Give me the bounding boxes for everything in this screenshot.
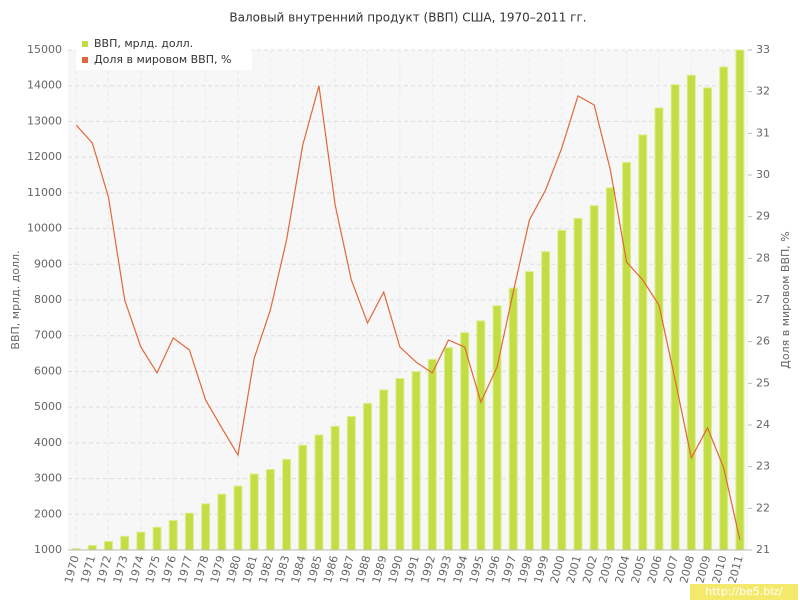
- y2-tick-label: 25: [756, 376, 770, 389]
- y-tick-label: 14000: [27, 79, 62, 92]
- bar: [589, 205, 599, 551]
- bar: [314, 434, 324, 551]
- y2-tick-label: 21: [756, 543, 770, 556]
- bar: [120, 535, 130, 551]
- bar: [363, 402, 373, 551]
- y2-tick-label: 24: [756, 418, 770, 431]
- legend-swatch: [82, 41, 88, 47]
- bar: [201, 503, 211, 551]
- y-tick-label: 8000: [34, 293, 62, 306]
- bar: [638, 134, 648, 551]
- bar: [427, 358, 437, 551]
- y-tick-label: 6000: [34, 364, 62, 377]
- bar: [282, 458, 292, 551]
- y2-tick-label: 23: [756, 460, 770, 473]
- y2-tick-label: 27: [756, 293, 770, 306]
- bar: [460, 332, 470, 551]
- legend-swatch: [82, 57, 88, 63]
- watermark: http://be5.biz/: [705, 585, 783, 598]
- bar: [168, 520, 178, 551]
- bar: [346, 415, 356, 551]
- y2-axis-label: Доля в мировом ВВП, %: [779, 231, 792, 368]
- bar: [541, 251, 551, 551]
- bar: [136, 531, 146, 551]
- y-tick-label: 12000: [27, 150, 62, 163]
- y-tick-label: 15000: [27, 43, 62, 56]
- bar: [524, 271, 534, 551]
- bar: [492, 305, 502, 551]
- legend-label: Доля в мировом ВВП, %: [94, 53, 231, 66]
- y2-tick-label: 26: [756, 335, 770, 348]
- bar: [703, 87, 713, 551]
- y-tick-label: 1000: [34, 543, 62, 556]
- legend-box: [76, 36, 252, 70]
- y2-tick-label: 33: [756, 43, 770, 56]
- bar: [670, 84, 680, 551]
- bar: [719, 66, 729, 551]
- bar: [87, 544, 97, 551]
- bar: [605, 187, 615, 551]
- chart-title: Валовый внутренний продукт (ВВП) США, 19…: [229, 11, 586, 25]
- y2-tick-label: 29: [756, 210, 770, 223]
- bar: [686, 74, 696, 551]
- y2-tick-label: 22: [756, 501, 770, 514]
- y-tick-label: 9000: [34, 257, 62, 270]
- legend: ВВП, мрлд. долл. Доля в мировом ВВП, %: [76, 36, 252, 70]
- y-tick-label: 7000: [34, 329, 62, 342]
- y-tick-label: 3000: [34, 472, 62, 485]
- bar: [184, 512, 194, 551]
- bar: [735, 49, 745, 551]
- y2-tick-label: 32: [756, 85, 770, 98]
- y-tick-label: 13000: [27, 114, 62, 127]
- legend-label: ВВП, мрлд. долл.: [94, 37, 193, 50]
- bar: [557, 229, 567, 551]
- y2-tick-label: 31: [756, 126, 770, 139]
- y-tick-label: 11000: [27, 186, 62, 199]
- watermark-box: [690, 584, 798, 600]
- y-axis-label: ВВП, мрлд. долл.: [9, 250, 22, 349]
- line: [75, 85, 741, 541]
- bar: [233, 485, 243, 551]
- bar: [379, 389, 389, 551]
- bar: [330, 425, 340, 551]
- bar: [654, 107, 664, 551]
- bar: [103, 541, 113, 551]
- bar: [217, 493, 227, 551]
- y2-tick-label: 30: [756, 168, 770, 181]
- bar: [152, 526, 162, 551]
- y-tick-label: 10000: [27, 222, 62, 235]
- bar: [443, 347, 453, 551]
- bar: [249, 473, 259, 551]
- y-tick-label: 2000: [34, 507, 62, 520]
- bar: [622, 161, 632, 551]
- y2-tick-label: 28: [756, 251, 770, 264]
- bar: [395, 377, 405, 551]
- y-tick-label: 5000: [34, 400, 62, 413]
- bar: [476, 320, 486, 551]
- bar: [298, 444, 308, 551]
- bar: [265, 468, 275, 551]
- bar: [508, 287, 518, 551]
- bar: [573, 217, 583, 551]
- y-tick-label: 4000: [34, 436, 62, 449]
- bar: [411, 371, 421, 551]
